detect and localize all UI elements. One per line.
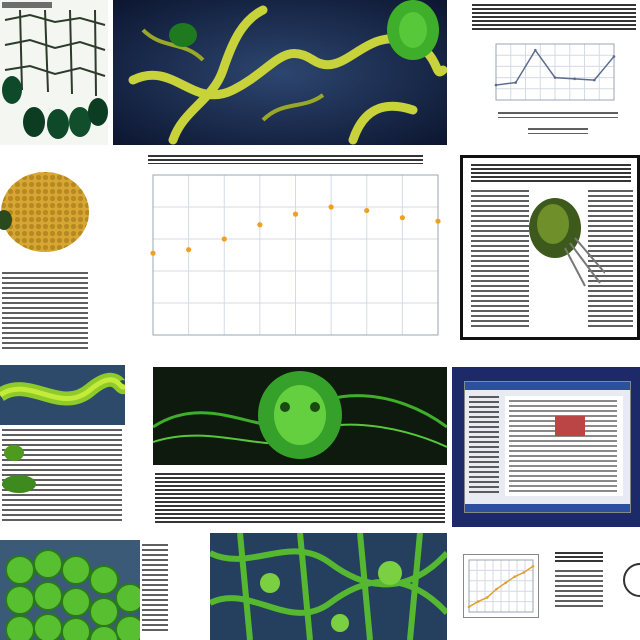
chart-title-block	[148, 155, 423, 164]
organ-graphic	[529, 198, 605, 287]
plot-area-frame	[468, 559, 534, 613]
data-point	[364, 207, 370, 214]
data-point	[150, 250, 156, 256]
data-point	[513, 575, 517, 578]
data-point	[504, 581, 507, 585]
window-content	[505, 396, 623, 496]
data-point	[553, 76, 557, 79]
caption-text-block	[155, 473, 445, 525]
data-point	[399, 215, 405, 221]
data-point	[495, 587, 498, 591]
network-render-image	[210, 533, 447, 640]
leaf-fragment	[4, 445, 24, 461]
data-point	[534, 48, 537, 52]
anatomy-article-panel	[460, 155, 640, 340]
content-thumbnail	[555, 416, 585, 436]
small-chart-panel	[455, 540, 640, 640]
data-point	[593, 78, 596, 82]
side-text-block	[142, 544, 168, 634]
neuron-graphic	[113, 0, 447, 145]
data-point	[328, 204, 334, 210]
dendrite-banner-graphic	[0, 365, 125, 425]
leaf-fragment	[2, 475, 36, 493]
browser-window	[464, 381, 631, 513]
window-statusbar	[465, 504, 630, 512]
article-header-block	[471, 164, 631, 184]
data-point	[186, 247, 192, 253]
cell-grid-graphic	[0, 0, 108, 145]
chart-panel-center	[113, 150, 447, 355]
data-point	[221, 236, 227, 242]
window-content-text	[509, 400, 617, 492]
dendrite-text-panel	[0, 365, 125, 530]
chart-panel-top-right	[468, 0, 640, 145]
plot-area-frame	[495, 43, 615, 101]
partial-circle-graphic	[623, 563, 640, 597]
seed-pod-graphic	[0, 172, 89, 252]
article-text-block	[2, 272, 88, 352]
data-point	[292, 211, 299, 217]
axis-label-block	[498, 112, 618, 118]
data-point	[476, 600, 480, 603]
article-text-right	[588, 190, 633, 330]
window-sidebar-text	[469, 396, 499, 496]
software-screenshot-panel	[452, 367, 640, 527]
chart-legend-text	[555, 570, 603, 610]
data-point	[573, 77, 576, 81]
scatter-chart	[150, 174, 441, 336]
series-line	[468, 565, 534, 608]
window-titlebar	[465, 382, 630, 390]
headline-text-block	[472, 4, 636, 30]
data-point	[467, 605, 471, 609]
seed-article-panel	[0, 160, 90, 355]
data-point	[612, 55, 616, 58]
data-point	[522, 571, 526, 574]
neuron-render-image	[113, 0, 447, 145]
article-text-left	[471, 190, 529, 330]
data-point	[514, 81, 517, 84]
green-cells-diagram	[0, 0, 108, 145]
frog-cell-panel	[153, 367, 447, 530]
network-graphic	[210, 533, 447, 640]
data-point	[494, 83, 498, 87]
growth-line-chart	[463, 554, 539, 618]
frog-cell-graphic	[153, 367, 447, 465]
data-point	[531, 564, 535, 568]
caption-text-block	[528, 128, 588, 134]
green-cells-render	[0, 540, 170, 640]
line-chart	[494, 43, 616, 101]
chart-title-block	[555, 552, 603, 562]
data-point	[435, 218, 441, 224]
data-point	[257, 222, 263, 228]
data-point	[485, 596, 489, 599]
